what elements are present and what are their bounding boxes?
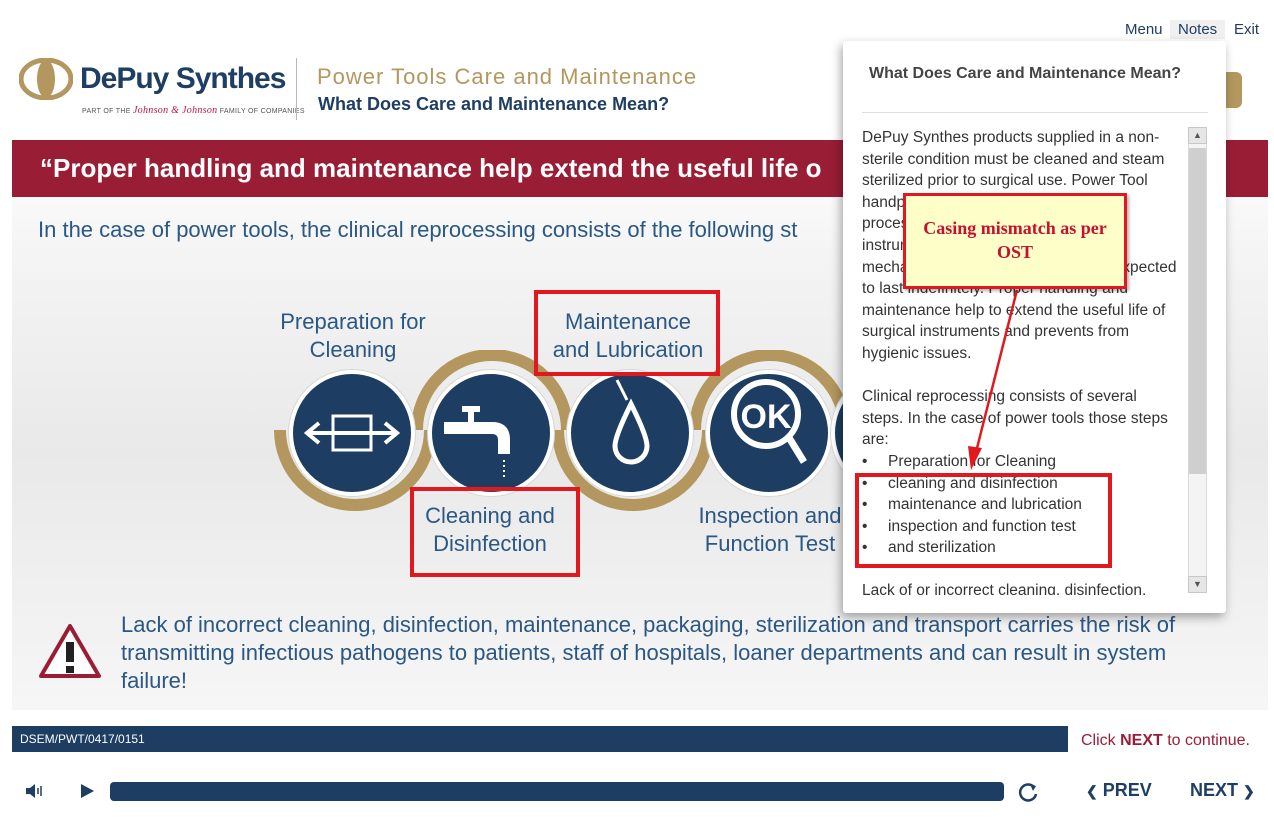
step-circle-preparation <box>289 370 415 496</box>
notes-paragraph-3: Lack of or incorrect cleaning, disinfect… <box>862 582 1147 595</box>
step-label-inspection: Inspection and Function Test <box>698 503 842 556</box>
annotation-box-notes-list <box>855 473 1112 568</box>
course-title: Power Tools Care and Maintenance <box>317 64 698 89</box>
triangle-up-icon: ▲ <box>1193 130 1202 140</box>
brand-tagline: PART OF THE Johnson & Johnson FAMILY OF … <box>82 105 305 116</box>
click-next-hint: Click NEXT to continue. <box>1081 732 1250 749</box>
page-code: DSEM/PWT/0417/0151 <box>20 732 145 746</box>
header-divider <box>296 58 297 120</box>
annotation-box-maintenance <box>534 290 720 376</box>
page-title: What Does Care and Maintenance Mean? <box>318 94 670 114</box>
annotation-arrow-icon <box>968 289 1019 470</box>
oil-drop-icon <box>612 379 650 465</box>
notes-divider <box>862 112 1208 113</box>
chevron-right-icon: ❯ <box>1243 783 1255 799</box>
scrollbar-thumb[interactable] <box>1189 148 1206 474</box>
faucet-icon <box>444 406 510 478</box>
scroll-down-button[interactable]: ▼ <box>1188 576 1207 593</box>
annotation-callout: Casing mismatch as per OST <box>903 193 1127 289</box>
next-button[interactable]: NEXT ❯ <box>1190 780 1255 800</box>
step-label-cleaning: Cleaning and Disinfection <box>425 503 555 556</box>
brand-name: DePuy Synthes <box>80 62 286 95</box>
arrows-box-icon <box>303 414 401 452</box>
notes-steps-list: Preparation for Cleaning cleaning and di… <box>862 451 1178 559</box>
notes-paragraph-2: Clinical reprocessing consists of severa… <box>862 388 1168 449</box>
scroll-up-button[interactable]: ▲ <box>1188 127 1207 144</box>
step-circle-maintenance <box>567 370 693 496</box>
notes-link[interactable]: Notes <box>1170 20 1226 39</box>
volume-icon[interactable] <box>24 782 46 800</box>
process-arc-decoration <box>274 350 851 511</box>
annotation-box-cleaning <box>410 487 580 577</box>
warning-text: Lack of incorrect cleaning, disinfection… <box>121 612 1176 693</box>
quote-banner-text: “Proper handling and maintenance help ex… <box>40 153 822 183</box>
step-label-maintenance: Maintenance and Lubrication <box>552 309 704 362</box>
chevron-left-icon: ❮ <box>1086 783 1098 799</box>
play-icon[interactable] <box>78 782 96 800</box>
menu-link[interactable]: Menu <box>1125 21 1163 38</box>
replay-icon[interactable] <box>1017 781 1039 803</box>
prev-button[interactable]: ❮ PREV <box>1086 780 1152 800</box>
triangle-down-icon: ▼ <box>1193 579 1202 589</box>
intro-text: In the case of power tools, the clinical… <box>38 217 798 242</box>
list-item: maintenance and lubrication <box>862 494 1178 516</box>
step-circle-inspection: OK <box>706 370 832 496</box>
list-item: inspection and function test <box>862 516 1178 538</box>
notes-title: What Does Care and Maintenance Mean? <box>869 65 1182 82</box>
step-label-preparation: Preparation for Cleaning <box>280 309 426 362</box>
warning-icon <box>39 624 101 678</box>
progress-bar[interactable] <box>110 782 1004 801</box>
list-item: and sterilization <box>862 537 1178 559</box>
svg-text:OK: OK <box>741 398 792 436</box>
ok-magnifier-icon: OK <box>731 379 807 464</box>
footer-code-bar <box>12 726 1068 752</box>
list-item: cleaning and disinfection <box>862 473 1178 495</box>
step-circle-cleaning <box>428 370 554 496</box>
depuy-logo-icon <box>19 58 73 100</box>
exit-link[interactable]: Exit <box>1234 21 1260 38</box>
